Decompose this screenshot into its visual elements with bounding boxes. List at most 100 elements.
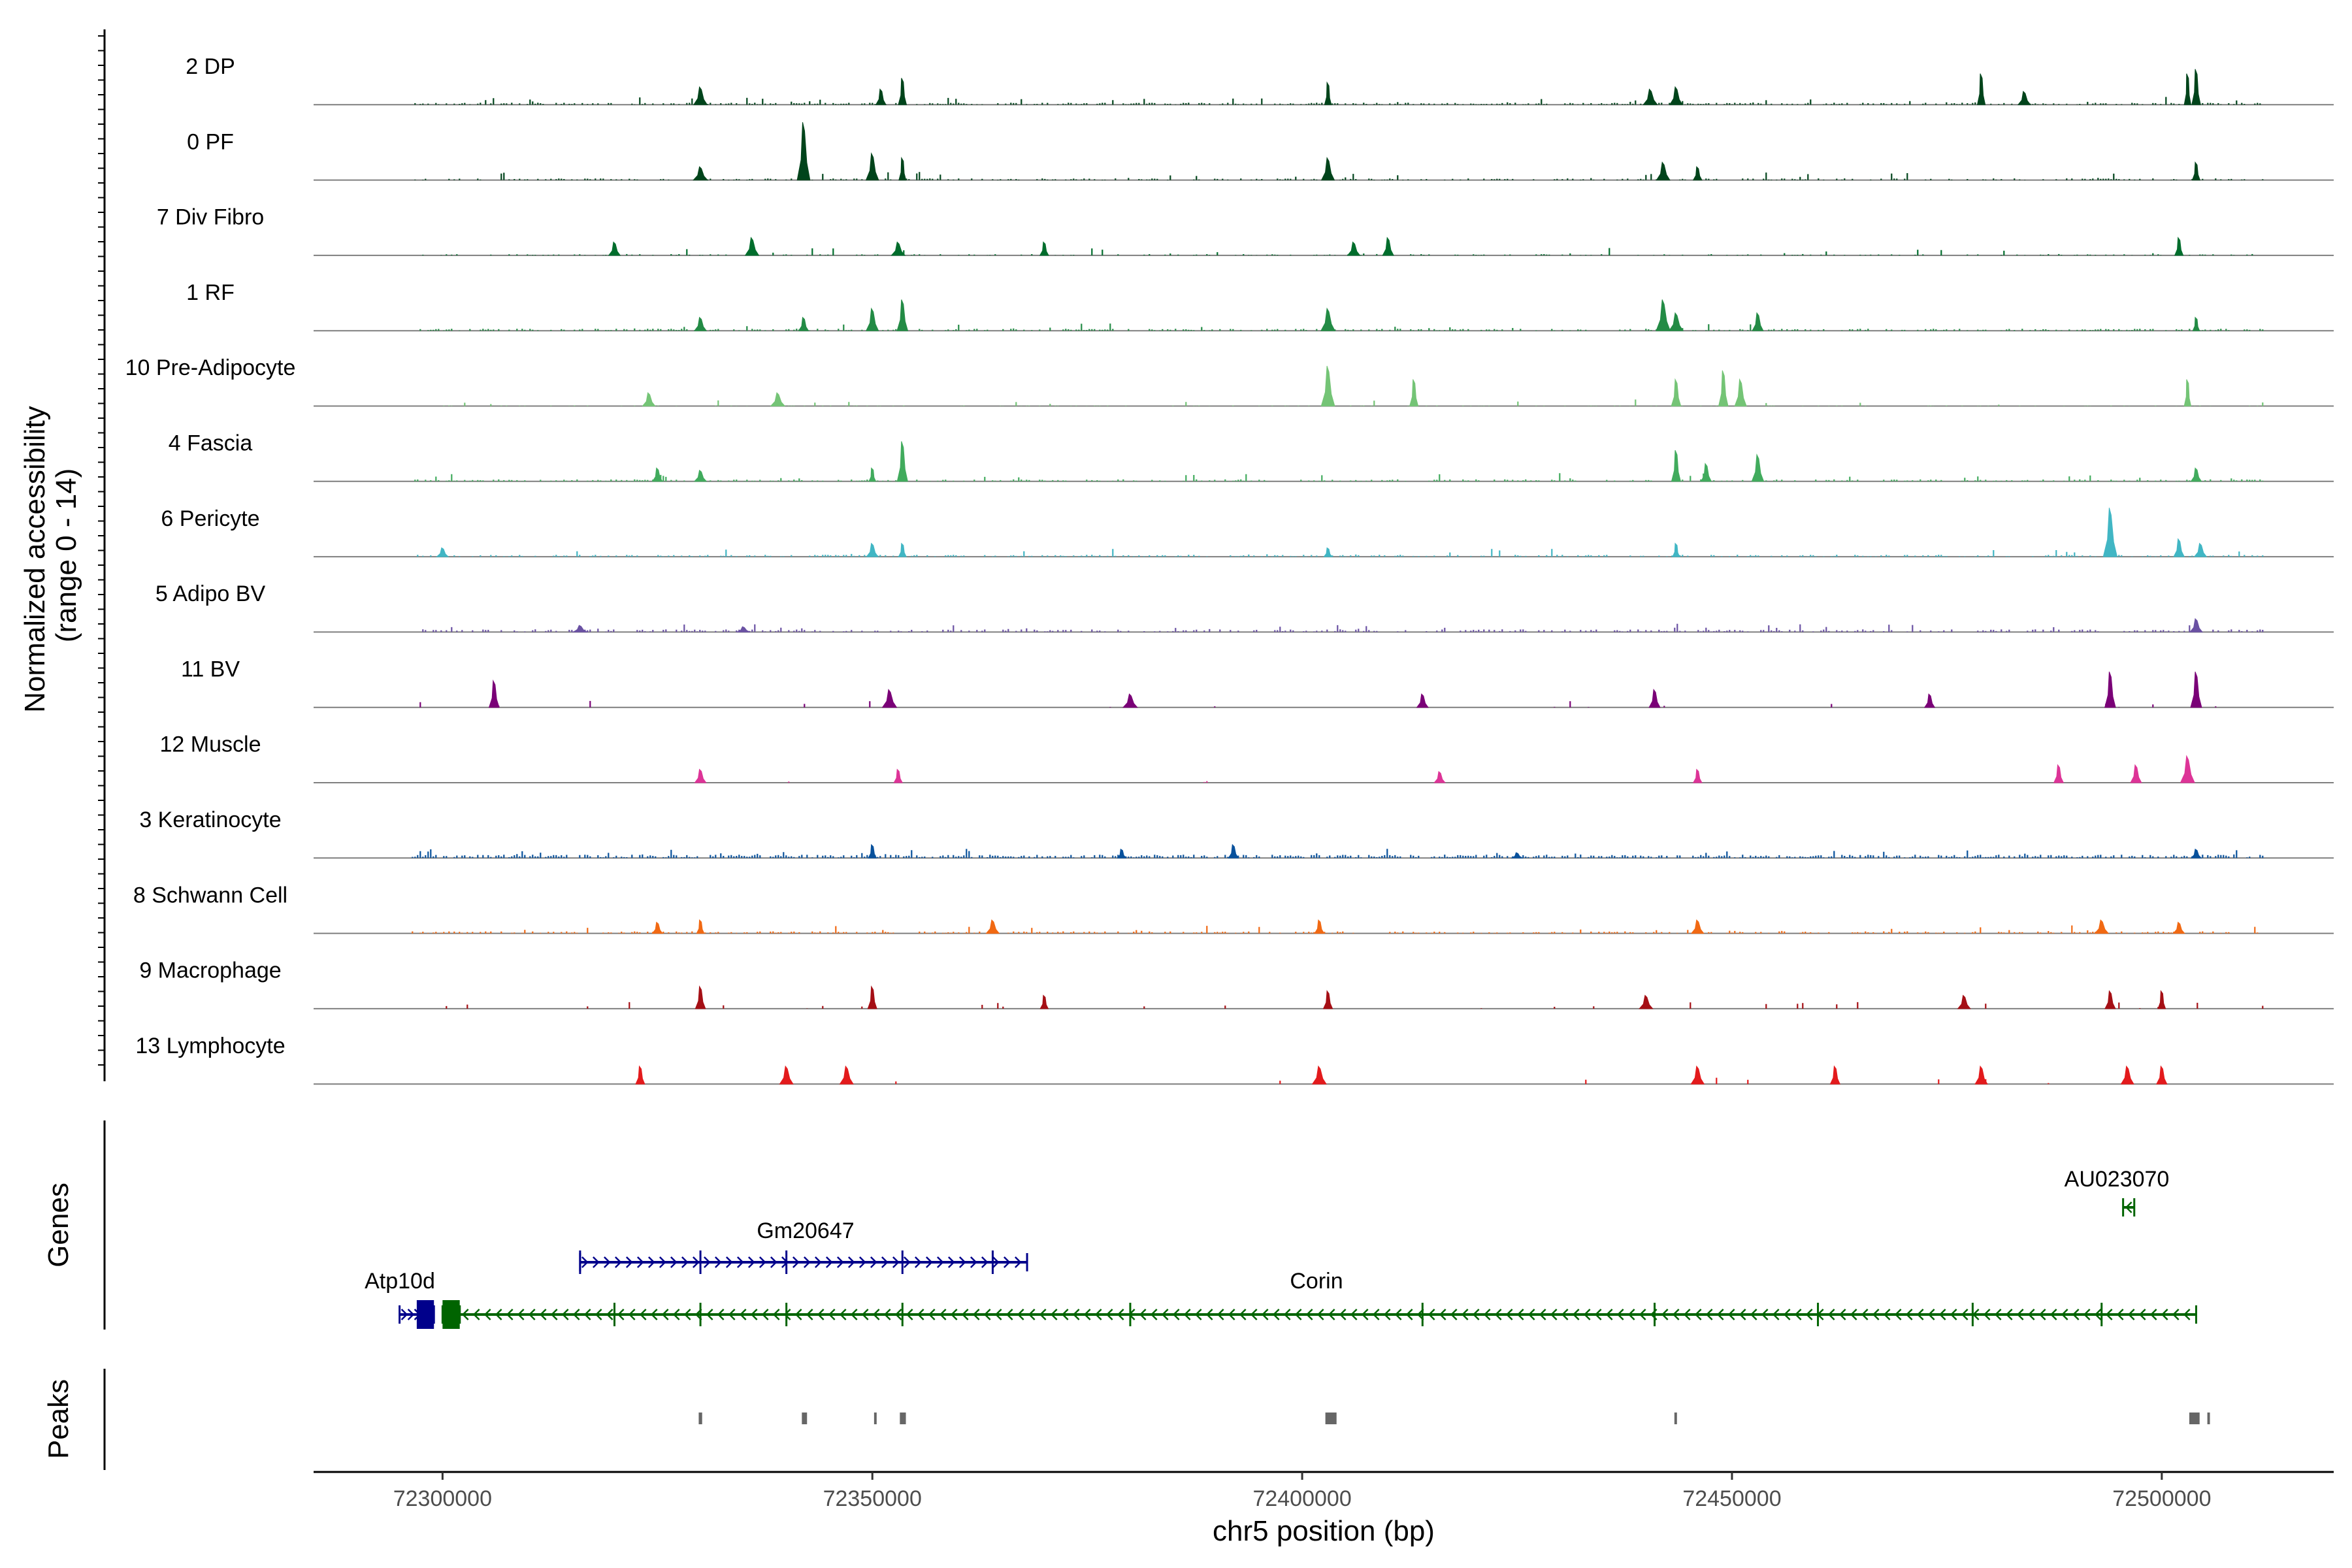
coverage-peak bbox=[779, 1065, 794, 1085]
coverage-peak bbox=[1734, 378, 1747, 406]
gene-label-au023070: AU023070 bbox=[2065, 1167, 2170, 1192]
coverage-peak bbox=[1692, 166, 1703, 181]
track-label: 7 Div Fibro bbox=[157, 205, 264, 230]
x-tick-label: 72300000 bbox=[393, 1486, 492, 1511]
coverage-peak bbox=[1314, 919, 1325, 934]
coverage-peak bbox=[1829, 1065, 1840, 1085]
track-2-dp: 2 DP bbox=[186, 54, 2334, 106]
peak-region bbox=[1674, 1413, 1677, 1424]
coverage-peak bbox=[896, 299, 909, 331]
peak-region bbox=[2207, 1413, 2210, 1424]
track-label: 11 BV bbox=[181, 657, 240, 681]
track-12-muscle: 12 Muscle bbox=[160, 732, 2334, 783]
track-label: 9 Macrophage bbox=[139, 958, 281, 983]
peak-region bbox=[900, 1413, 906, 1424]
coverage-peak bbox=[2120, 1065, 2134, 1085]
coverage-peak bbox=[1957, 994, 1971, 1009]
coverage-peak bbox=[694, 985, 706, 1009]
coverage-peak bbox=[736, 626, 751, 632]
accessibility-panel: Normalized accessibility (range 0 - 14) … bbox=[19, 29, 2334, 1085]
coverage-peak bbox=[1752, 312, 1764, 331]
peak-region bbox=[1325, 1413, 1337, 1424]
coverage-peak bbox=[2192, 316, 2200, 331]
coverage-peak bbox=[2190, 848, 2202, 858]
coverage-peak bbox=[2130, 764, 2142, 783]
gene-label-corin: Corin bbox=[1290, 1269, 1343, 1294]
track-0-pf: 0 PF bbox=[187, 122, 2334, 181]
coverage-peak bbox=[1669, 86, 1683, 105]
coverage-signal bbox=[417, 549, 2264, 557]
coverage-peak bbox=[1322, 990, 1333, 1009]
track-label: 13 Lymphocyte bbox=[135, 1034, 285, 1058]
coverage-peak bbox=[1974, 1065, 1988, 1085]
track-7-div-fibro: 7 Div Fibro bbox=[157, 205, 2334, 256]
coverage-peak bbox=[1690, 919, 1705, 934]
coverage-peak bbox=[2191, 161, 2201, 181]
coverage-peak bbox=[868, 467, 877, 482]
coverage-peak bbox=[2193, 542, 2208, 557]
coverage-peak bbox=[1751, 453, 1765, 482]
peak-region bbox=[802, 1413, 808, 1424]
coverage-signal bbox=[422, 623, 2264, 632]
gene-gm20647 bbox=[579, 1253, 1028, 1271]
x-axis: 72300000 72350000 72400000 72450000 72500000… bbox=[314, 1471, 2334, 1547]
coverage-signal bbox=[446, 1002, 2264, 1009]
coverage-peak bbox=[1976, 73, 1986, 105]
coverage-peak bbox=[693, 86, 708, 105]
coverage-peak bbox=[867, 985, 877, 1009]
coverage-peak bbox=[1923, 693, 1936, 708]
coverage-peak bbox=[744, 237, 760, 256]
track-11-bv: 11 BV bbox=[181, 657, 2334, 708]
track-10-pre-adipocyte: 10 Pre-Adipocyte bbox=[125, 355, 2334, 407]
strand-arrows bbox=[581, 1256, 1022, 1268]
coverage-peak bbox=[866, 542, 879, 557]
coverage-peak bbox=[881, 689, 898, 708]
x-axis-title: chr5 position (bp) bbox=[1213, 1515, 1435, 1547]
accessibility-y-label-line2: (range 0 - 14) bbox=[50, 468, 82, 643]
coverage-peak bbox=[696, 919, 705, 934]
coverage-peak bbox=[2173, 538, 2185, 557]
coverage-peak bbox=[839, 1065, 854, 1085]
gene-exon bbox=[416, 1300, 434, 1329]
track-1-rf: 1 RF bbox=[186, 280, 2334, 332]
gene-corin bbox=[459, 1305, 2197, 1324]
coverage-peak bbox=[770, 392, 786, 406]
peaks-panel: Peaks bbox=[42, 1369, 2210, 1470]
coverage-peak bbox=[2183, 379, 2192, 406]
coverage-peak bbox=[1320, 307, 1336, 331]
coverage-peak bbox=[1433, 771, 1446, 783]
track-4-fascia: 4 Fascia bbox=[169, 431, 2334, 482]
coverage-peak bbox=[2174, 237, 2184, 256]
coverage-peak bbox=[1409, 379, 1419, 406]
coverage-peak bbox=[693, 316, 708, 331]
gene-annotations bbox=[399, 1198, 2197, 1329]
coverage-peak bbox=[2094, 919, 2110, 934]
coverage-peak bbox=[865, 152, 879, 181]
track-8-schwann-cell: 8 Schwann Cell bbox=[133, 883, 2334, 934]
coverage-peak bbox=[896, 441, 908, 482]
coverage-tracks: 2 DP 0 PF 7 Div Fibro 1 RF 10 Pre-Adipocyte 4… bbox=[125, 54, 2334, 1085]
coverage-peak bbox=[866, 307, 879, 331]
coverage-peak bbox=[1117, 848, 1127, 858]
coverage-peak bbox=[2180, 755, 2195, 783]
track-label: 5 Adipo BV bbox=[155, 581, 266, 606]
track-9-macrophage: 9 Macrophage bbox=[139, 958, 2334, 1009]
gene-exon bbox=[442, 1300, 460, 1329]
coverage-peak bbox=[898, 78, 907, 105]
coverage-peak bbox=[2189, 617, 2204, 632]
coverage-peak bbox=[1639, 994, 1654, 1009]
coverage-peak bbox=[651, 921, 664, 934]
coverage-peak bbox=[1122, 693, 1138, 708]
coverage-peak bbox=[1690, 1065, 1705, 1085]
coverage-peak bbox=[1416, 693, 1429, 708]
coverage-peak bbox=[875, 88, 887, 105]
x-tick-label: 72450000 bbox=[1682, 1486, 1781, 1511]
x-tick-label: 72500000 bbox=[2112, 1486, 2211, 1511]
track-6-pericyte: 6 Pericyte bbox=[161, 506, 2334, 558]
coverage-peak bbox=[1671, 378, 1682, 406]
coverage-peak bbox=[1228, 843, 1239, 858]
track-label: 6 Pericyte bbox=[161, 506, 259, 531]
coverage-peak bbox=[572, 625, 589, 632]
